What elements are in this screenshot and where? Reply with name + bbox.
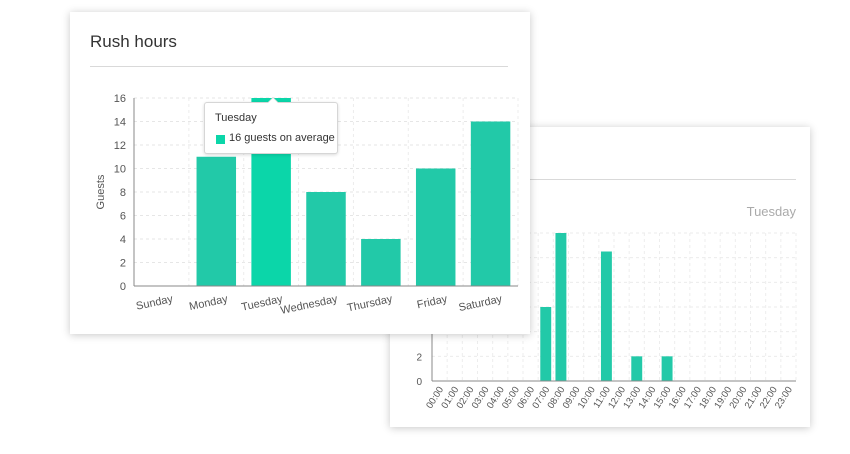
chart-tooltip: Tuesday 16 guests on average: [204, 97, 338, 154]
tooltip-text: 16 guests on average: [229, 132, 335, 144]
bar-monday: [196, 156, 237, 286]
tooltip-title: Tuesday: [215, 112, 257, 124]
y-tick-label: 6: [120, 211, 126, 223]
y-tick-label: 0: [120, 281, 126, 293]
y-tick-label: 10: [114, 164, 126, 176]
y-tick-label: 12: [114, 140, 126, 152]
y-tick-label: 4: [120, 234, 126, 246]
bar-hour-1300: [631, 356, 643, 381]
x-tick-label: Monday: [188, 293, 229, 313]
hourly-chart-subtitle: Tuesday: [746, 204, 796, 219]
bar-hour-1500: [661, 356, 673, 381]
x-tick-label: Saturday: [458, 293, 504, 314]
bar-wednesday: [306, 192, 346, 286]
bar-hour-0800: [555, 233, 567, 381]
bar-hour-0700: [540, 307, 552, 381]
bar-hour-1100: [600, 251, 612, 381]
x-tick-label: Tuesday: [240, 293, 284, 314]
y-tick-label: 16: [114, 93, 126, 105]
x-tick-label: Sunday: [135, 293, 174, 313]
y-tick-label: 2: [120, 258, 126, 270]
x-tick-label: Wednesday: [280, 293, 340, 317]
back-card-divider: [390, 179, 796, 180]
y-tick-label: 2: [416, 352, 422, 363]
bar-saturday: [470, 121, 511, 286]
card-title: Rush hours: [90, 32, 177, 51]
y-tick-label: 0: [416, 377, 422, 388]
x-tick-label: Thursday: [346, 293, 394, 314]
y-tick-label: 8: [120, 187, 126, 199]
tooltip-swatch: [216, 135, 225, 144]
y-tick-label: 14: [114, 117, 126, 129]
bar-thursday: [361, 239, 401, 286]
rush-hours-card: Rush hours 0 2 4 6 8 10 12 14 16 Sunday Monday Tues…: [70, 12, 530, 334]
bar-friday: [415, 168, 456, 286]
x-tick-label: Friday: [416, 293, 449, 311]
y-axis-label: Guests: [95, 174, 107, 209]
card-divider: [90, 66, 508, 67]
